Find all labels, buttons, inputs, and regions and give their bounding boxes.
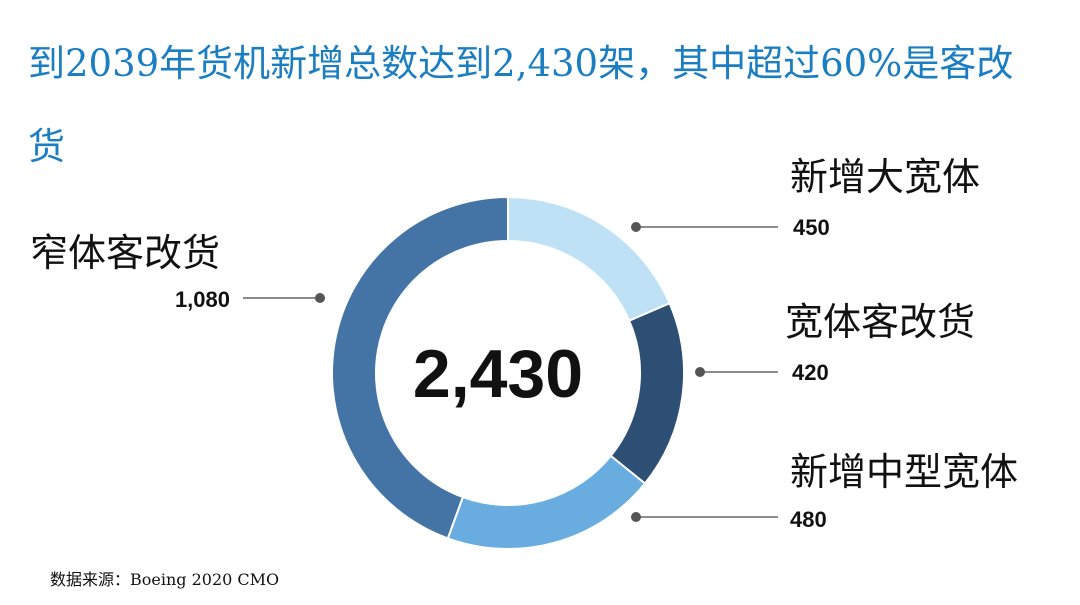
leader-dot: [315, 293, 325, 303]
data-source: 数据来源：Boeing 2020 CMO: [50, 570, 280, 589]
category-label: 新增大宽体: [790, 155, 980, 199]
category-label: 新增中型宽体: [790, 450, 1018, 494]
value-label: 450: [793, 215, 830, 240]
page-title: 到2039年货机新增总数达到2,430架，其中超过60%是客改货: [28, 42, 1014, 168]
category-label: 宽体客改货: [785, 300, 975, 344]
leader-dot: [631, 222, 641, 232]
donut-hole: [376, 241, 640, 505]
leader-dot: [695, 367, 705, 377]
total-value: 2,430: [413, 336, 583, 412]
value-label: 480: [790, 507, 827, 532]
leader-dot: [631, 512, 641, 522]
category-label: 窄体客改货: [30, 231, 220, 275]
value-label: 1,080: [175, 287, 230, 312]
value-label: 420: [792, 360, 829, 385]
